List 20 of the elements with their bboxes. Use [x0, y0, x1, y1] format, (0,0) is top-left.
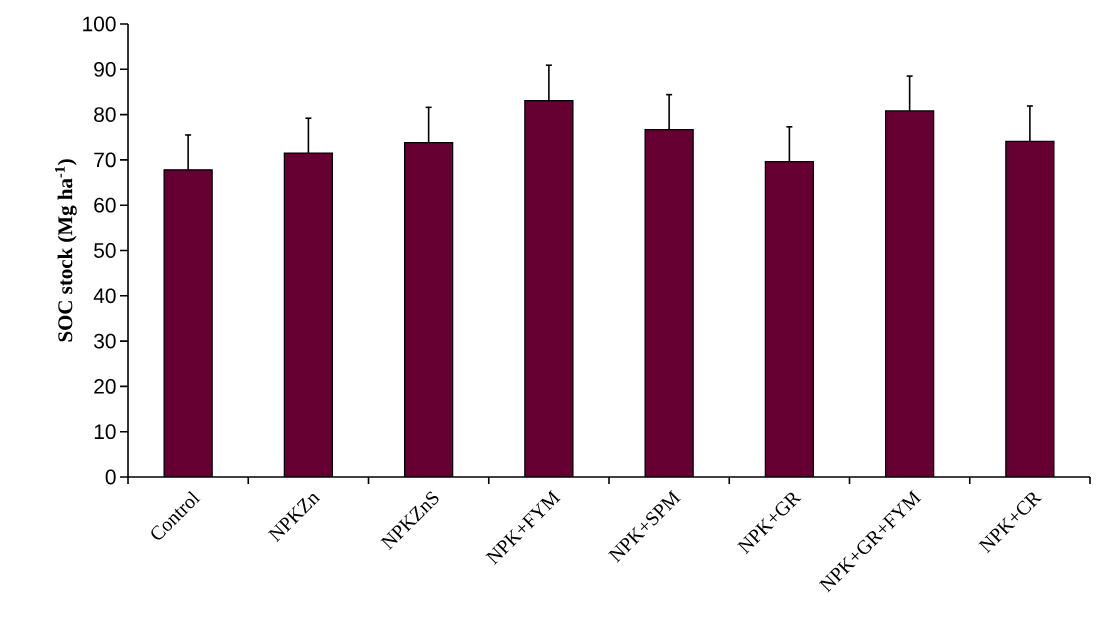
y-tick-label: 70	[94, 152, 116, 168]
y-tick-label: 80	[94, 107, 116, 122]
y-tick-label: 90	[94, 61, 116, 77]
y-tick-label: 60	[94, 197, 116, 213]
bar	[645, 129, 694, 477]
bar	[404, 142, 453, 477]
bar	[164, 169, 213, 477]
y-tick-label: 30	[94, 333, 116, 349]
bar	[765, 161, 814, 477]
y-tick-label: 20	[94, 378, 116, 394]
y-axis-title: SOC stock (Mg ha$^{-1}$)	[54, 159, 77, 342]
bar	[284, 153, 333, 477]
bar	[524, 100, 573, 477]
y-tick-label: 0	[105, 469, 116, 485]
bar	[885, 110, 934, 477]
y-tick-label: 10	[94, 424, 116, 440]
y-tick-label: 40	[93, 288, 116, 304]
bar	[1005, 140, 1055, 477]
y-tick-label: 50	[94, 243, 116, 258]
y-tick-label: 100	[83, 16, 116, 32]
